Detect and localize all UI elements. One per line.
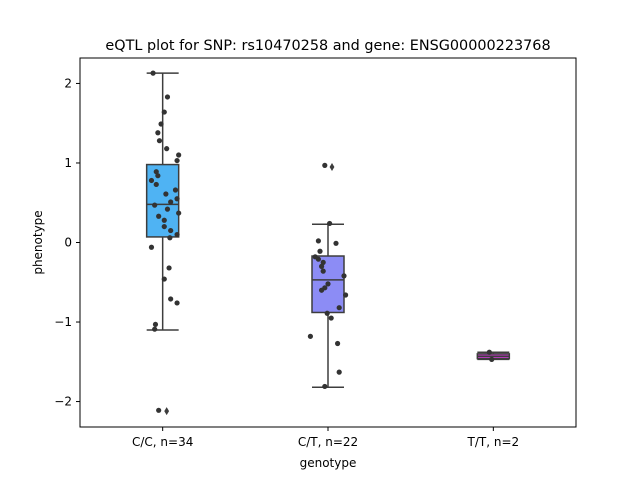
data-point [168, 227, 174, 234]
data-point [176, 210, 182, 216]
data-point [152, 202, 158, 208]
data-point [486, 349, 492, 355]
data-point [168, 296, 174, 302]
data-point [336, 305, 342, 311]
x-tick-label: C/T, n=22 [298, 435, 358, 449]
y-axis-label: phenotype [31, 210, 45, 274]
data-point [158, 121, 164, 127]
data-point [166, 265, 172, 271]
data-point [489, 356, 495, 363]
data-point [161, 276, 167, 282]
data-point [161, 223, 167, 230]
data-point [320, 259, 326, 265]
data-point [174, 196, 180, 202]
y-tick-label: 2 [64, 76, 72, 90]
data-point [335, 340, 341, 347]
data-point [315, 238, 321, 244]
data-point [164, 146, 170, 152]
data-point [324, 310, 330, 316]
data-point [148, 177, 155, 184]
data-point [161, 217, 167, 223]
y-tick-label: −1 [54, 315, 72, 329]
data-point [164, 206, 171, 212]
data-point [174, 231, 180, 238]
data-point [320, 268, 326, 274]
x-axis: C/C, n=34 C/T, n=22 T/T, n=2 [132, 427, 519, 449]
data-point [319, 263, 325, 269]
data-point [152, 326, 158, 332]
data-point [155, 173, 161, 179]
chart-title: eQTL plot for SNP: rs10470258 and gene: … [105, 38, 550, 54]
data-point [174, 300, 180, 306]
y-tick-label: 1 [64, 156, 72, 170]
x-tick-label: T/T, n=2 [467, 435, 520, 449]
data-point [325, 281, 331, 287]
outlier-marker [329, 162, 335, 171]
x-axis-label: genotype [300, 456, 357, 470]
y-tick-label: −2 [54, 395, 72, 409]
data-point [163, 191, 169, 197]
data-point [156, 407, 162, 413]
y-axis: 2 1 0 −1 −2 [54, 76, 80, 409]
data-point [153, 169, 159, 175]
data-point [156, 138, 163, 144]
data-point [319, 287, 325, 293]
data-point [327, 220, 333, 227]
data-point [174, 157, 180, 164]
outlier-marker [164, 407, 170, 416]
data-point [322, 162, 328, 168]
data-point [152, 321, 159, 328]
data-point [328, 315, 334, 321]
data-point [322, 383, 328, 390]
data-point [307, 333, 313, 339]
data-point [148, 244, 155, 250]
y-tick-label: 0 [64, 236, 72, 250]
x-tick-label: C/C, n=34 [132, 435, 193, 449]
data-point [343, 292, 349, 298]
data-point [168, 199, 174, 205]
data-point [176, 152, 182, 158]
data-point [167, 235, 173, 241]
data-point [172, 187, 179, 193]
data-point [317, 248, 323, 254]
data-point [153, 181, 159, 188]
data-point [341, 273, 347, 279]
data-point [161, 109, 167, 115]
data-point [155, 130, 161, 136]
data-point [150, 70, 156, 76]
data-point [315, 256, 321, 262]
data-point [164, 94, 171, 100]
data-point [333, 240, 339, 246]
points-layer [148, 70, 495, 413]
data-point [156, 213, 162, 219]
data-point [336, 369, 342, 375]
